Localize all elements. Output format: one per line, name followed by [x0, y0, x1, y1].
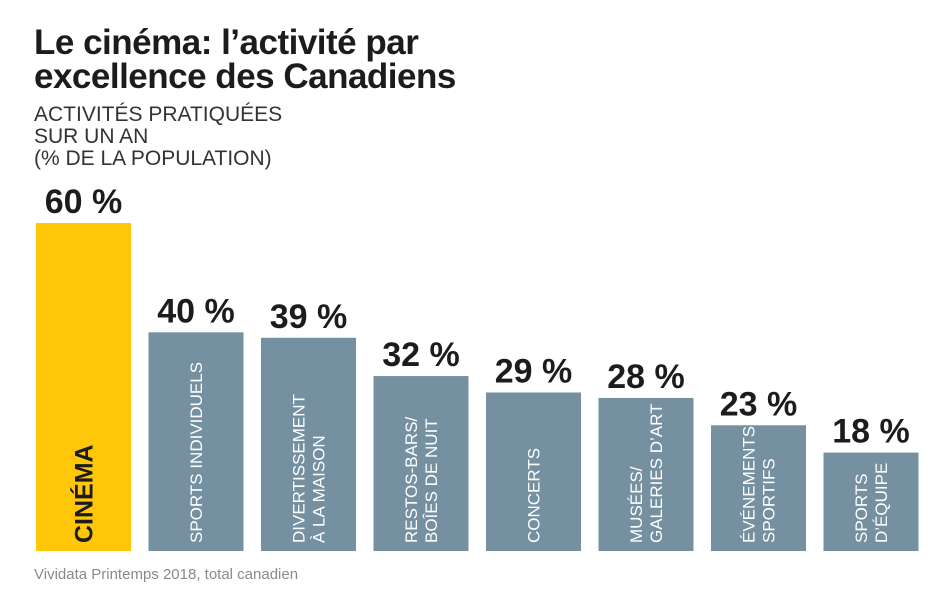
- bar-7: [823, 452, 919, 551]
- chart-subtitle-line-1: ACTIVITÉS PRATIQUÉES: [34, 103, 283, 126]
- category-label-7: SPORTS D’ÉQUIPE: [852, 463, 891, 543]
- category-label-1: SPORTS INDIVIDUELS: [187, 362, 206, 543]
- category-label-3-line-0: RESTOS-BARS/: [402, 416, 421, 543]
- category-label-6-line-0: ÉVÉNEMENTS: [740, 426, 759, 543]
- category-label-3: RESTOS-BARS/BOÎES DE NUIT: [402, 416, 441, 543]
- category-label-7-line-1: D’ÉQUIPE: [872, 463, 891, 543]
- bar-5: [598, 397, 694, 551]
- bar-chart: 60 % CINÉMA 40 % SPORTS INDIVIDUELS 39 % DIVE…: [36, 183, 919, 551]
- category-label-6-line-1: SPORTIFS: [760, 458, 779, 543]
- value-label-4: 29 %: [495, 352, 573, 390]
- category-label-7-line-0: SPORTS: [852, 473, 871, 543]
- category-label-5: MUSÉES/GALERIES D’ART: [627, 403, 666, 543]
- value-label-6: 23 %: [720, 385, 798, 423]
- source-note: Vividata Printemps 2018, total canadien: [34, 566, 299, 583]
- value-label-1: 40 %: [157, 292, 235, 330]
- category-label-6: ÉVÉNEMENTS SPORTIFS: [740, 426, 779, 543]
- category-label-0: CINÉMA: [70, 444, 99, 543]
- category-label-0-line-0: CINÉMA: [70, 444, 99, 543]
- value-label-0: 60 %: [45, 183, 123, 221]
- value-label-5: 28 %: [607, 358, 685, 396]
- category-label-2: DIVERTISSEMENT À LA MAISON: [290, 394, 329, 543]
- bar-0: [36, 223, 131, 551]
- chart-subtitle: ACTIVITÉS PRATIQUÉES SUR UN AN (% DE LA …: [34, 104, 282, 170]
- chart-title-line-1: Le cinéma: l’activité par: [34, 23, 419, 62]
- category-label-5-line-1: GALERIES D’ART: [647, 403, 666, 543]
- chart-title-line-2: excellence des Canadiens: [34, 57, 456, 96]
- category-label-5-line-0: MUSÉES/: [627, 466, 646, 543]
- chart-title: Le cinéma: l’activité par excellence des…: [34, 23, 456, 96]
- chart-subtitle-line-3: (% DE LA POPULATION): [34, 147, 272, 170]
- category-label-3-line-1: BOÎES DE NUIT: [422, 418, 441, 543]
- category-label-4-line-0: CONCERTS: [525, 448, 544, 543]
- value-label-7: 18 %: [832, 413, 910, 451]
- chart-subtitle-line-2: SUR UN AN: [34, 125, 149, 148]
- bar-2: [261, 337, 356, 551]
- category-label-1-line-0: SPORTS INDIVIDUELS: [187, 362, 206, 543]
- bar-6: [711, 425, 806, 551]
- bar-1: [148, 332, 244, 551]
- category-label-4: CONCERTS: [525, 448, 544, 543]
- bar-3: [373, 376, 469, 551]
- category-label-2-line-1: À LA MAISON: [310, 435, 329, 543]
- bar-4: [486, 392, 581, 551]
- value-label-2: 39 %: [270, 298, 348, 336]
- value-label-3: 32 %: [382, 336, 460, 374]
- category-label-2-line-0: DIVERTISSEMENT: [290, 394, 309, 543]
